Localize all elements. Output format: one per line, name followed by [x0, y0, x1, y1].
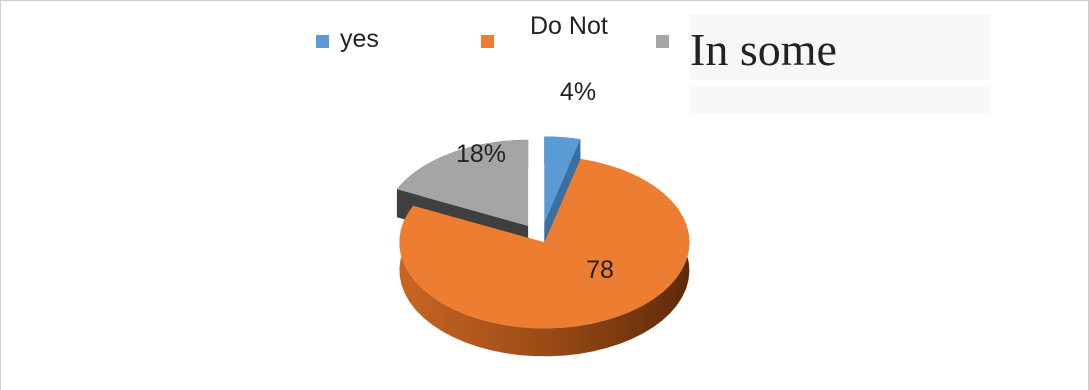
legend-swatch-do-not	[481, 35, 494, 48]
legend-swatch-yes	[316, 35, 329, 48]
overlay-text: In some	[690, 24, 837, 75]
legend: yes Do Not	[0, 0, 1089, 80]
data-label-in-some: 18%	[456, 140, 506, 168]
slice-in-some	[396, 139, 529, 226]
slice-do-not	[399, 159, 690, 329]
slice-yes	[544, 136, 581, 223]
overlay-box-bottom	[690, 87, 990, 113]
data-label-yes: 4%	[560, 78, 596, 106]
overlay-box-top	[690, 14, 990, 80]
legend-swatch-in-some	[656, 35, 669, 48]
data-label-do-not: 78	[586, 256, 614, 284]
legend-label-do-not: Do Not	[530, 12, 608, 40]
legend-label-yes: yes	[340, 25, 379, 53]
